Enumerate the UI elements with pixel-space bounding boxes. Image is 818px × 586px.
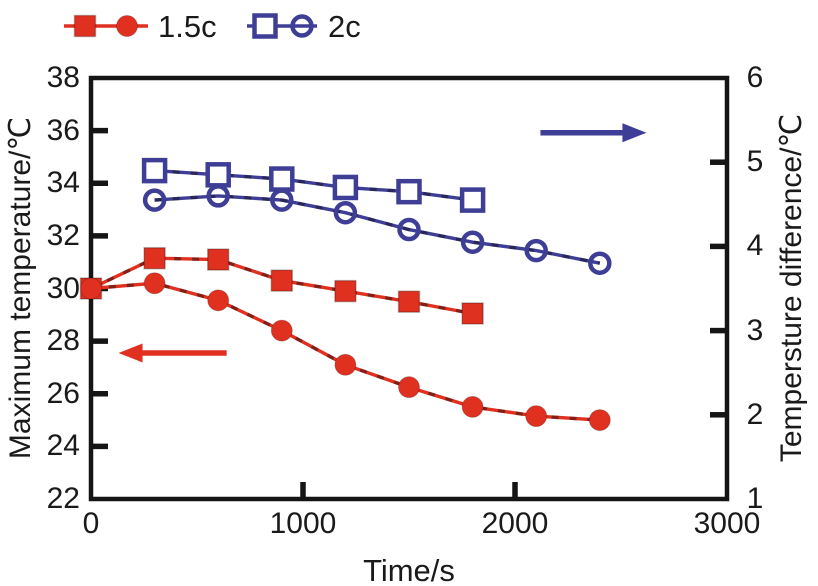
data-point-filled-circle [270,319,293,342]
left-axis-tick-label: 38 [46,61,80,94]
left-axis-tick-label: 22 [46,482,80,515]
data-point-filled-square [270,269,294,292]
right-axis-tick-label: 1 [746,482,764,515]
left-axis-tick-label: 34 [46,166,80,200]
data-point-filled-square [206,248,230,271]
data-point-filled-square [397,290,421,313]
data-point-open-circle [588,251,612,275]
data-point-open-circle [270,188,294,212]
plot-frame [88,75,730,502]
left-axis-tick-label: 28 [46,324,80,358]
data-point-open-square [459,187,486,213]
data-point-filled-circle [207,289,230,312]
left-axis-tick-label: 32 [46,218,80,252]
data-point-open-square [252,13,278,39]
data-point-open-circle [142,188,167,212]
data-point-open-square [141,157,168,184]
x-axis-tick-label: 3000 [693,507,761,540]
data-point-filled-circle [461,395,484,418]
left-axis-tick-label: 36 [46,113,80,147]
right-axis-tick-label: 4 [746,229,764,263]
data-point-open-circle [524,238,548,263]
legend-label-1.5c: 1.5c [158,9,217,44]
right-axis-title: Tempersture difference/℃ [775,113,808,463]
left-axis-tick-label: 26 [46,376,80,410]
data-point-open-square [205,162,231,188]
data-point-open-circle [290,14,314,38]
right-axis-tick-label: 5 [746,145,764,179]
legend-label-2c: 2c [328,9,361,44]
data-point-filled-square [334,279,357,303]
left-axis-tick-label: 30 [46,271,80,305]
left-axis-tick-label: 24 [46,429,80,463]
data-point-filled-circle [116,15,138,37]
right-axis-tick-label: 2 [746,397,764,431]
right-arrow-head-icon [622,123,647,143]
data-point-filled-square [461,302,484,325]
data-point-filled-circle [334,353,357,376]
data-point-open-square [396,178,422,205]
data-point-open-square [269,166,295,192]
right-axis-tick-label: 6 [746,61,764,94]
data-point-open-circle [333,200,358,225]
data-point-filled-square [143,246,166,270]
x-axis-tick-label: 2000 [481,507,549,540]
right-axis-tick-label: 3 [746,313,764,347]
left-arrow-head-icon [118,343,143,363]
x-axis-tick-label: 1000 [269,507,337,540]
data-point-filled-circle [525,405,548,428]
x-axis-title: Time/s [363,553,455,586]
data-point-open-circle [460,230,485,254]
data-point-open-circle [206,184,230,208]
data-point-filled-circle [588,409,611,432]
data-point-open-square [332,174,359,201]
data-point-open-circle [397,217,421,242]
data-point-filled-circle [143,272,166,295]
data-point-filled-circle [398,376,420,399]
x-axis-tick-label: 0 [82,507,100,540]
data-point-filled-circle [80,277,102,300]
data-point-filled-square [73,14,97,38]
